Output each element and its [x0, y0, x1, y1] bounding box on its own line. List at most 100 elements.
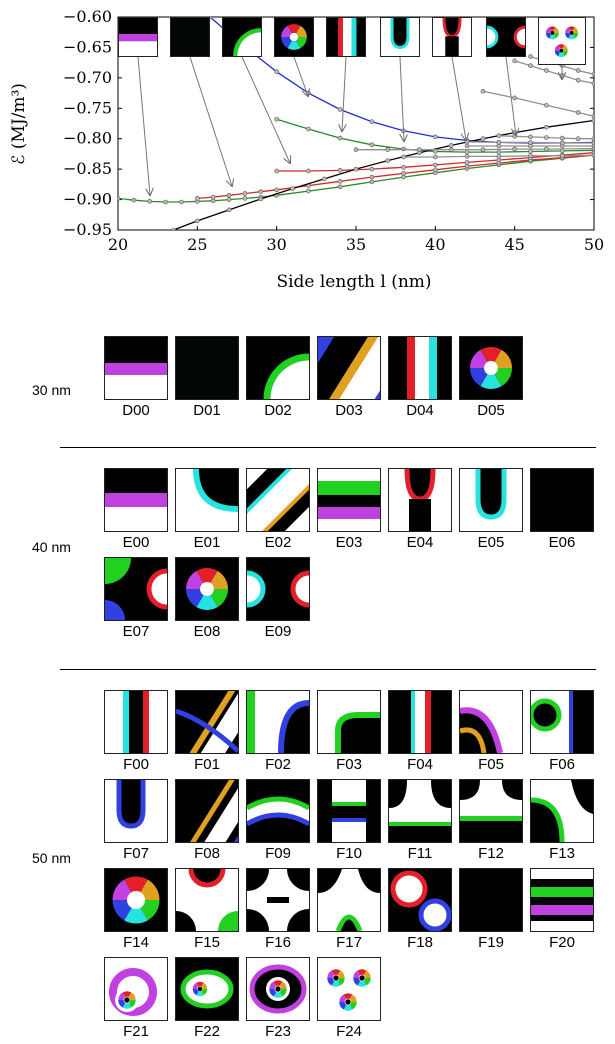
pattern-thumbnail — [317, 957, 381, 1021]
x-tick-label: 50 — [584, 235, 604, 254]
data-point — [528, 54, 533, 59]
pattern-thumbnail — [246, 468, 310, 532]
pattern-thumbnail — [317, 336, 381, 400]
pattern-tile: D00 — [104, 336, 168, 419]
series-line — [197, 154, 594, 200]
data-point — [544, 68, 549, 73]
series — [464, 139, 594, 146]
inset-arrow — [189, 56, 232, 186]
y-tick-label: −0.85 — [63, 159, 112, 178]
data-point — [385, 147, 391, 152]
data-point — [591, 118, 594, 123]
pattern-thumbnail — [388, 468, 452, 532]
data-point — [179, 199, 184, 205]
x-tick-label: 35 — [346, 235, 366, 254]
data-point — [226, 197, 232, 202]
inset-thumbnail — [274, 17, 314, 57]
pattern-tile: E03 — [317, 468, 381, 551]
pattern-tile: D01 — [175, 336, 239, 419]
pattern-tile: E09 — [246, 557, 310, 640]
tile-label: E07 — [122, 623, 150, 640]
pattern-thumbnail — [175, 957, 239, 1021]
data-point — [163, 199, 168, 205]
pattern-thumbnail — [175, 557, 239, 621]
pattern-tile: F05 — [459, 690, 523, 773]
series-line — [173, 119, 594, 230]
y-tick-label: −0.90 — [63, 190, 112, 209]
pattern-tile: F20 — [530, 868, 594, 951]
series — [195, 152, 594, 201]
data-point — [464, 139, 470, 145]
data-point — [591, 71, 594, 77]
data-point — [369, 179, 375, 185]
data-point — [575, 77, 581, 83]
data-point — [258, 196, 264, 202]
pattern-tile: D03 — [317, 336, 381, 419]
tile-label: F11 — [407, 845, 433, 862]
tile-label: F03 — [336, 756, 362, 773]
pattern-thumbnail — [104, 957, 168, 1021]
pattern-thumbnail — [104, 557, 168, 621]
data-point — [464, 160, 470, 165]
pattern-tile: F15 — [175, 868, 239, 951]
x-tick-label: 45 — [504, 235, 524, 254]
data-point — [575, 68, 581, 73]
pattern-thumbnail — [317, 779, 381, 843]
pattern-thumbnail — [388, 779, 452, 843]
pattern-tile: F09 — [246, 779, 310, 862]
data-point — [512, 146, 517, 152]
data-point — [226, 193, 232, 198]
tile-label: F22 — [194, 1023, 220, 1040]
tile-label: E04 — [406, 534, 434, 551]
pattern-tile: E01 — [175, 468, 239, 551]
tile-label: F23 — [265, 1023, 291, 1040]
data-point — [369, 174, 375, 180]
data-point — [448, 143, 454, 148]
tile-label: D03 — [335, 402, 363, 419]
pattern-tile: E06 — [530, 468, 594, 551]
data-point — [448, 147, 454, 152]
tile-label: F12 — [478, 845, 504, 862]
pattern-thumbnail — [388, 336, 452, 400]
tile-label: F21 — [123, 1023, 149, 1040]
inset-thumbnail — [326, 17, 366, 57]
data-point — [433, 162, 438, 168]
data-point — [544, 102, 549, 108]
data-point — [369, 142, 375, 148]
pattern-tile: D04 — [388, 336, 452, 419]
data-point — [480, 136, 486, 142]
pattern-tile: F12 — [459, 779, 523, 862]
x-axis-label: Side length l (nm) — [276, 272, 431, 292]
pattern-thumbnail — [246, 957, 310, 1021]
data-point — [433, 154, 438, 160]
pattern-tile: F21 — [104, 957, 168, 1040]
tile-label: F20 — [549, 934, 575, 951]
data-point — [528, 149, 533, 154]
data-point — [528, 63, 533, 68]
data-point — [591, 81, 594, 86]
tile-label: E08 — [193, 623, 221, 640]
data-point — [496, 149, 502, 155]
data-point — [337, 179, 343, 184]
data-point — [544, 135, 549, 140]
tile-label: F24 — [336, 1023, 362, 1040]
pattern-tile: F18 — [388, 868, 452, 951]
pattern-thumbnail — [246, 690, 310, 754]
pattern-tile: E08 — [175, 557, 239, 640]
tile-label: F19 — [478, 934, 504, 951]
y-tick-label: −0.60 — [63, 7, 112, 26]
tile-label: F01 — [194, 756, 220, 773]
data-point — [226, 207, 232, 213]
data-point — [464, 143, 470, 149]
tile-label: D01 — [193, 402, 221, 419]
data-point — [433, 167, 438, 173]
pattern-thumbnail — [175, 868, 239, 932]
tile-label: E00 — [122, 534, 150, 551]
data-point — [306, 188, 311, 194]
data-point — [417, 147, 422, 152]
data-point — [591, 140, 594, 146]
pattern-tile: F03 — [317, 690, 381, 773]
pattern-tile: F00 — [104, 690, 168, 773]
pattern-thumbnail — [317, 468, 381, 532]
inset-arrow — [293, 56, 308, 96]
